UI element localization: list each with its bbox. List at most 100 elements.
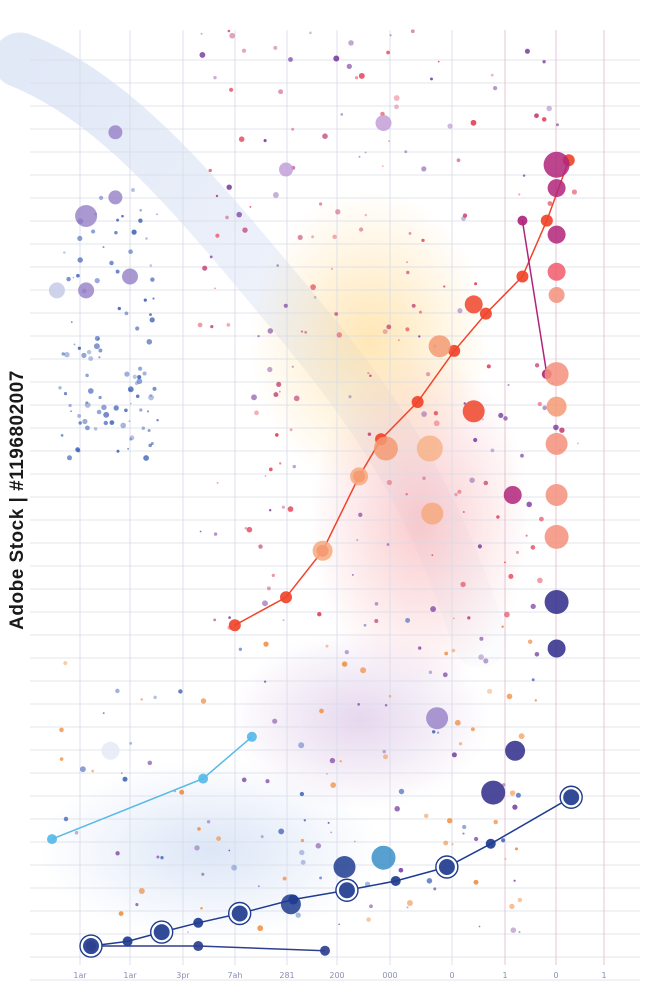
dust-dot [58,386,62,390]
dust-dot [515,847,518,851]
x-tick-label: 1ar [123,971,137,980]
dust-dot [72,276,75,279]
dust-dot [330,782,337,788]
dust-dot [149,317,155,323]
dust-dot [442,672,448,678]
dust-dot [98,395,102,400]
dust-dot [127,448,129,450]
dust-dot [63,816,69,822]
dust-dot [272,192,279,198]
dust-dot [79,766,86,773]
dust-dot [226,323,231,327]
dust-dot [384,703,388,707]
bubble-point [333,856,356,878]
dust-dot [422,476,426,480]
dust-dot [61,352,65,356]
dust-dot [139,408,143,412]
dust-dot [267,328,274,334]
dust-dot [115,851,120,856]
bubble-point [421,502,444,525]
dust-dot [114,230,118,235]
dust-dot [194,845,200,851]
dust-dot [311,235,315,239]
dust-dot [462,824,467,830]
dust-dot [341,661,348,667]
dust-dot [374,618,379,624]
dust-dot [344,649,349,655]
dust-dot [334,312,339,316]
bubble-point [505,740,526,761]
dust-dot [394,806,400,812]
dust-dot [228,616,231,619]
dust-dot [443,840,449,846]
dust-dot [229,87,234,92]
dust-dot [431,554,434,556]
dust-dot [269,509,272,512]
dust-dot [456,158,461,163]
dust-dot [68,403,72,408]
dust-dot [382,749,386,754]
dust-dot [149,313,152,316]
bubble-point [545,432,568,455]
dust-dot [297,234,303,240]
dust-dot [149,264,153,267]
dust-dot [357,703,361,706]
dust-dot [473,437,478,443]
dust-dot [74,830,79,835]
dust-dot [78,421,82,425]
bubble-point [503,486,522,504]
dust-dot [263,641,269,647]
dust-dot [135,903,139,907]
bubble-point [48,282,65,299]
dust-dot [142,371,147,376]
dust-dot [451,843,454,846]
dust-dot [85,401,89,405]
dust-dot [474,282,478,286]
dust-dot [473,879,479,885]
dust-dot [537,577,543,584]
dust-dot [225,215,229,220]
chart-grid [30,30,640,981]
dust-dot [63,251,66,254]
dust-dot [421,166,427,172]
dust-dot [498,412,504,418]
dust-dot [231,864,237,871]
x-tick-label: 200 [329,971,344,980]
dust-dot [135,326,140,331]
bubble-point [547,639,566,658]
dust-dot [236,211,242,218]
bubble-point [462,400,485,423]
dust-dot [241,777,247,783]
dust-dot [530,545,536,550]
dust-dot [129,435,135,441]
dust-dot [91,769,95,773]
series-point [479,307,492,320]
dust-dot [298,742,305,749]
series-point [448,344,461,357]
dust-dot [356,539,359,542]
dust-dot [149,394,153,397]
dust-dot [367,432,372,436]
series-point [86,941,96,952]
x-tick-label: 3pr [176,971,190,980]
dust-dot [479,636,484,641]
dust-dot [437,60,440,63]
dust-dot [264,475,267,477]
dust-dot [295,912,301,918]
dust-dot [348,40,354,46]
dust-dot [141,426,146,430]
series-point [122,936,133,947]
dust-dot [309,31,312,35]
dust-dot [430,606,437,613]
dust-dot [406,906,409,909]
dust-dot [278,89,284,95]
dust-dot [215,194,219,198]
dust-dot [496,515,500,519]
dust-dot [406,270,410,275]
dust-dot [120,772,123,774]
dust-dot [238,647,243,651]
x-tick-label: 7ah [227,971,242,980]
dust-dot [216,836,222,841]
dust-dot [88,356,94,362]
bubble-points [48,115,570,915]
